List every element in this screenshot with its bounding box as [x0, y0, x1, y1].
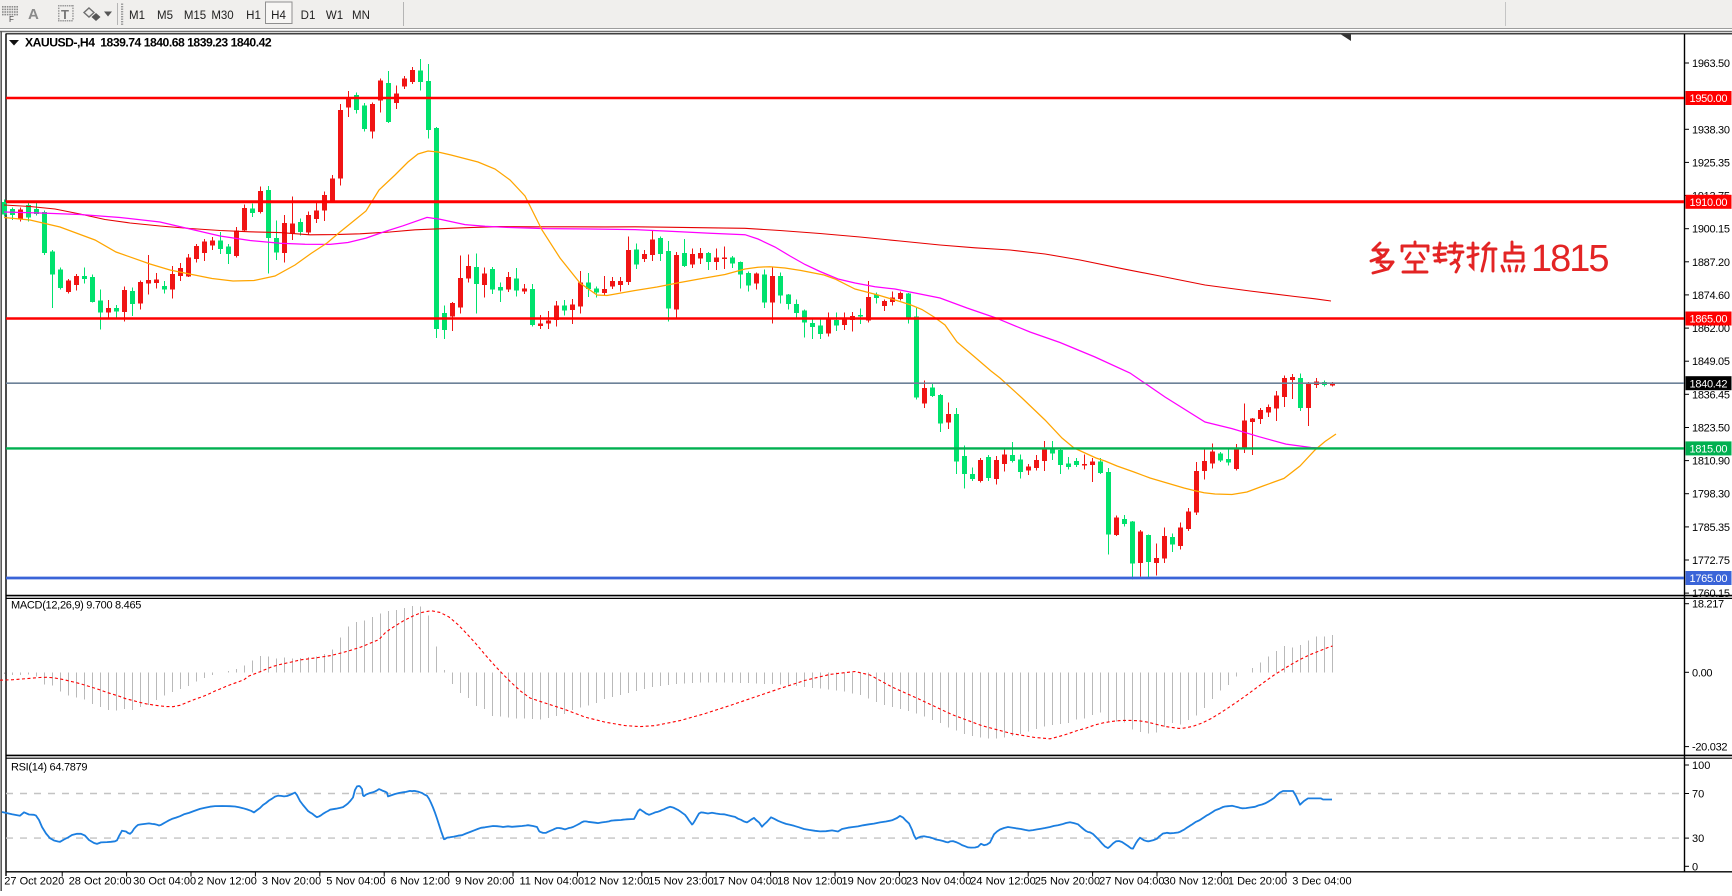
- svg-text:1823.50: 1823.50: [1692, 423, 1730, 435]
- svg-text:3 Dec 04:00: 3 Dec 04:00: [1292, 876, 1351, 888]
- svg-text:1785.35: 1785.35: [1692, 522, 1730, 534]
- svg-text:19 Nov 20:00: 19 Nov 20:00: [842, 876, 907, 888]
- svg-text:0: 0: [1692, 861, 1698, 873]
- svg-text:1840.42: 1840.42: [1690, 378, 1728, 390]
- svg-text:1772.75: 1772.75: [1692, 555, 1730, 567]
- svg-text:30 Oct 04:00: 30 Oct 04:00: [133, 876, 196, 888]
- svg-text:30: 30: [1692, 833, 1704, 845]
- svg-text:5 Nov 04:00: 5 Nov 04:00: [326, 876, 385, 888]
- svg-text:27 Nov 04:00: 27 Nov 04:00: [1099, 876, 1164, 888]
- svg-text:1849.05: 1849.05: [1692, 356, 1730, 368]
- svg-text:23 Nov 04:00: 23 Nov 04:00: [906, 876, 971, 888]
- svg-text:18.217: 18.217: [1692, 599, 1724, 611]
- svg-text:W1: W1: [326, 10, 343, 22]
- svg-text:2 Nov 12:00: 2 Nov 12:00: [198, 876, 257, 888]
- svg-text:0.00: 0.00: [1692, 667, 1712, 679]
- svg-text:1 Dec 20:00: 1 Dec 20:00: [1228, 876, 1287, 888]
- svg-text:XAUUSD-,H4 1839.74 1840.68 18: XAUUSD-,H4 1839.74 1840.68 1839.23 1840.…: [25, 36, 272, 50]
- svg-text:25 Nov 20:00: 25 Nov 20:00: [1035, 876, 1100, 888]
- svg-text:1815.00: 1815.00: [1690, 444, 1728, 456]
- svg-text:1963.50: 1963.50: [1692, 58, 1730, 70]
- svg-text:24 Nov 12:00: 24 Nov 12:00: [970, 876, 1035, 888]
- svg-text:H4: H4: [271, 10, 286, 22]
- svg-text:28 Oct 20:00: 28 Oct 20:00: [69, 876, 132, 888]
- svg-text:A: A: [28, 6, 39, 23]
- svg-text:1865.00: 1865.00: [1690, 314, 1728, 326]
- svg-text:100: 100: [1692, 760, 1710, 772]
- svg-text:1950.00: 1950.00: [1690, 93, 1728, 105]
- svg-text:1836.45: 1836.45: [1692, 389, 1730, 401]
- svg-text:-20.032: -20.032: [1692, 742, 1727, 754]
- svg-text:1910.00: 1910.00: [1690, 197, 1728, 209]
- svg-text:1765.00: 1765.00: [1690, 573, 1728, 585]
- svg-text:9 Nov 20:00: 9 Nov 20:00: [455, 876, 514, 888]
- svg-text:17 Nov 04:00: 17 Nov 04:00: [713, 876, 778, 888]
- svg-text:1925.35: 1925.35: [1692, 157, 1730, 169]
- svg-text:11 Nov 04:00: 11 Nov 04:00: [520, 876, 585, 888]
- svg-text:1874.60: 1874.60: [1692, 290, 1730, 302]
- svg-text:M5: M5: [157, 10, 173, 22]
- svg-text:12 Nov 12:00: 12 Nov 12:00: [584, 876, 649, 888]
- svg-text:1887.20: 1887.20: [1692, 257, 1730, 269]
- svg-text:F: F: [9, 15, 14, 24]
- svg-text:6 Nov 12:00: 6 Nov 12:00: [391, 876, 450, 888]
- svg-text:18 Nov 12:00: 18 Nov 12:00: [777, 876, 842, 888]
- svg-text:D1: D1: [301, 10, 316, 22]
- svg-text:MACD(12,26,9) 9.700 8.465: MACD(12,26,9) 9.700 8.465: [11, 600, 141, 612]
- svg-text:3 Nov 20:00: 3 Nov 20:00: [262, 876, 321, 888]
- svg-text:1900.15: 1900.15: [1692, 224, 1730, 236]
- svg-text:RSI(14) 64.7879: RSI(14) 64.7879: [11, 762, 87, 774]
- svg-text:70: 70: [1692, 789, 1704, 801]
- svg-text:27 Oct 2020: 27 Oct 2020: [4, 876, 64, 888]
- svg-text:T: T: [61, 7, 69, 22]
- svg-text:1815: 1815: [1531, 238, 1608, 280]
- svg-text:30 Nov 12:00: 30 Nov 12:00: [1164, 876, 1229, 888]
- svg-text:15 Nov 23:00: 15 Nov 23:00: [648, 876, 713, 888]
- svg-text:M15: M15: [184, 10, 206, 22]
- svg-text:1938.30: 1938.30: [1692, 124, 1730, 136]
- svg-text:M30: M30: [211, 10, 233, 22]
- svg-text:1810.90: 1810.90: [1692, 456, 1730, 468]
- svg-text:1798.30: 1798.30: [1692, 489, 1730, 501]
- svg-text:MN: MN: [352, 10, 370, 22]
- svg-text:H1: H1: [246, 10, 261, 22]
- svg-text:M1: M1: [129, 10, 145, 22]
